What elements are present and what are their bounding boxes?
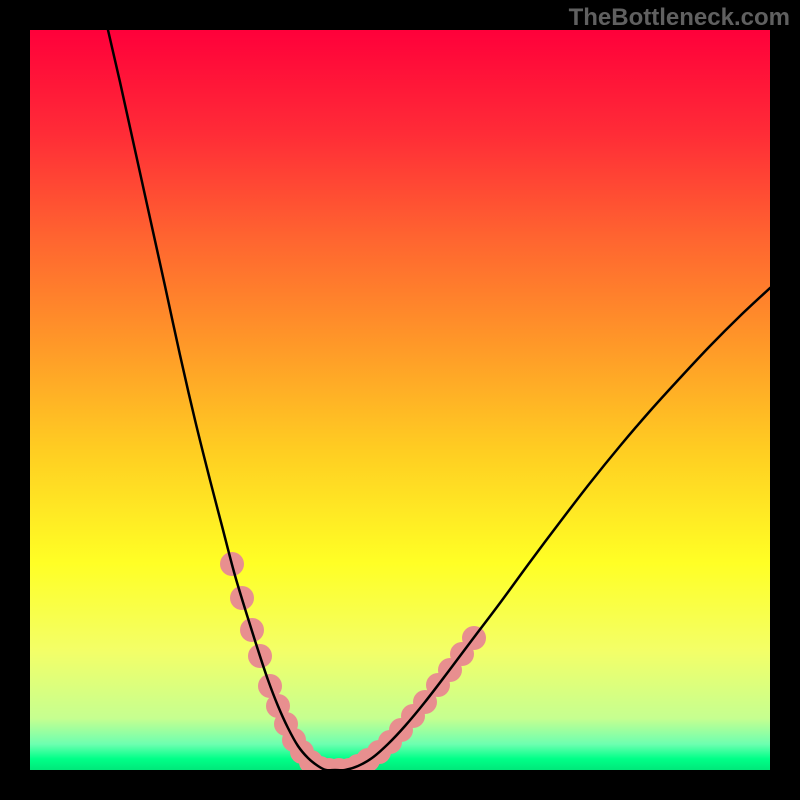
chart-container: TheBottleneck.com xyxy=(0,0,800,800)
chart-svg xyxy=(0,0,800,800)
watermark-text: TheBottleneck.com xyxy=(569,4,790,32)
